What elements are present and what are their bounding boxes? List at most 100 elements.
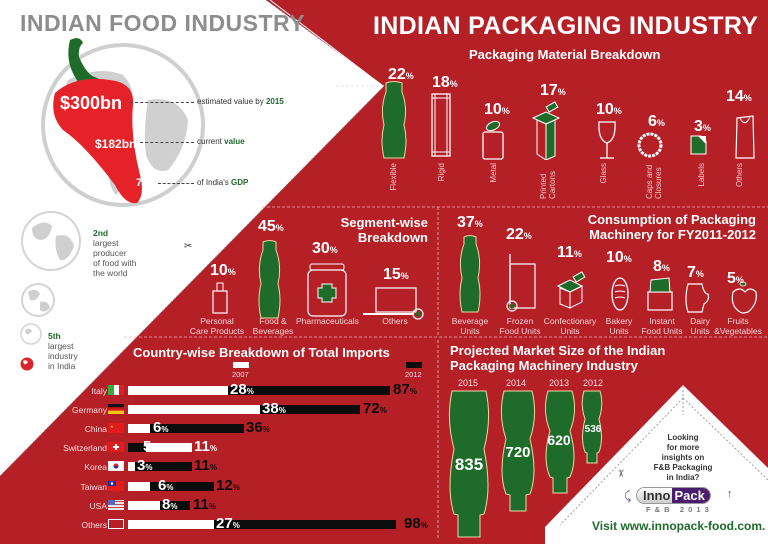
material-label-cartons: Printed Cartons xyxy=(539,170,557,199)
italy-flag-icon xyxy=(108,385,124,395)
segment-label-others: Others xyxy=(382,316,408,326)
machinery-label-confectionary: Confectionary Units xyxy=(543,316,597,336)
country-label: USA xyxy=(89,501,107,511)
rank-producer: 2nd largest producer of food with the wo… xyxy=(93,228,137,278)
value-2007: 38% xyxy=(262,400,286,417)
material-breakdown-title: Packaging Material Breakdown xyxy=(469,47,661,62)
scissors-icon: ✂ xyxy=(614,469,626,478)
material-label-others: Others xyxy=(735,163,744,188)
material-pct-flexible: 22% xyxy=(388,66,414,83)
value-2012: 36% xyxy=(246,419,270,436)
value-2012: 12% xyxy=(216,477,240,494)
machinery-label-frozen: Frozen Food Units xyxy=(499,316,541,336)
material-pct-caps: 6% xyxy=(648,113,665,130)
gdp-share: 7% xyxy=(136,177,152,189)
material-label-caps: Caps and Closures xyxy=(645,164,663,199)
packaging-industry-title: INDIAN PACKAGING INDUSTRY xyxy=(373,12,759,40)
machinery-label-dairy: Dairy Units xyxy=(690,316,710,336)
arrow-up-icon: ↑ xyxy=(727,488,733,500)
visit-link[interactable]: Visit www.innopack-food.com. xyxy=(592,519,766,533)
logo-subtitle: F & B 2 0 1 3 xyxy=(646,505,710,514)
germany-flag-icon xyxy=(108,404,124,414)
machinery-pct-dairy: 7% xyxy=(687,264,704,281)
promo-text: Looking for more insights on F&B Packagi… xyxy=(653,433,713,482)
svg-text:★: ★ xyxy=(110,424,114,429)
material-pct-metal: 10% xyxy=(484,101,510,118)
machinery-title: Consumption of Packaging Machinery for F… xyxy=(587,212,756,242)
innopack-logo[interactable]: Inno Pack xyxy=(636,487,711,504)
leader-line xyxy=(140,142,194,143)
material-label-labels: Labels xyxy=(697,163,706,187)
country-label: Switzerland xyxy=(63,443,107,453)
projected-market-title: Projected Market Size of the Indian Pack… xyxy=(450,343,666,373)
material-label-glass: Glass xyxy=(599,163,608,184)
bar-2007 xyxy=(128,443,146,452)
market-bottles xyxy=(448,390,603,538)
segment-label-personal: Personal Care Products xyxy=(189,316,245,336)
machinery-pct-instant: 8% xyxy=(653,258,670,275)
market-value-2012: 536 xyxy=(584,424,602,435)
leader-line xyxy=(158,183,194,184)
legend-swatch-2007 xyxy=(233,362,249,368)
legend-label-2012: 2012 xyxy=(405,370,422,379)
bar-2007 xyxy=(128,520,214,529)
machinery-label-bakery: Bakery Units xyxy=(605,316,633,336)
machinery-pct-frozen: 22% xyxy=(506,226,532,243)
segment-title: Segment-wise Breakdown xyxy=(340,215,428,245)
value-2007: 3% xyxy=(137,457,153,474)
estimated-value: $300bn xyxy=(60,93,123,113)
taiwan-flag-icon xyxy=(108,481,124,491)
segment-label-food: Food & Beverages xyxy=(252,316,294,336)
legend-swatch-2012 xyxy=(406,362,422,368)
segment-pct-pharma: 30% xyxy=(312,240,338,257)
segment-pct-food: 45% xyxy=(258,218,284,235)
machinery-pct-bakery: 10% xyxy=(606,249,632,266)
value-2012: 72% xyxy=(363,400,387,417)
bar-2007 xyxy=(128,386,228,395)
country-label: Italy xyxy=(91,386,107,396)
others-flag-icon xyxy=(108,519,124,529)
value-2012: 98% xyxy=(404,515,428,532)
material-pct-others: 14% xyxy=(726,88,752,105)
bar-2012 xyxy=(128,482,214,491)
machinery-label-instant: Instant Food Units xyxy=(641,316,683,336)
bar-2007 xyxy=(128,482,150,491)
value-2012: 11% xyxy=(194,457,217,474)
segment-icons xyxy=(212,240,424,320)
segment-pct-personal: 10% xyxy=(210,262,236,279)
usa-flag-icon xyxy=(108,500,124,510)
chili-pepper-icon xyxy=(53,38,142,204)
country-label: Korea xyxy=(84,462,107,472)
machinery-label-fruits: Fruits &Vegetables xyxy=(714,316,762,336)
value-2007: 28% xyxy=(230,381,254,398)
value-2012: 87% xyxy=(393,381,417,398)
year-label: 2015 xyxy=(458,378,479,388)
value-2012: 11% xyxy=(194,438,217,455)
value-2012: 11% xyxy=(193,496,216,513)
legend-label-2007: 2007 xyxy=(232,370,249,379)
current-label: current value xyxy=(197,137,245,146)
value-2007: 8% xyxy=(162,496,178,513)
material-label-rigid: Rigid xyxy=(437,163,446,182)
machinery-pct-confectionary: 11% xyxy=(557,244,582,261)
market-value-2013: 620 xyxy=(547,432,571,448)
bar-2007 xyxy=(128,405,260,414)
bar-2012 xyxy=(128,443,192,452)
globe-icon xyxy=(21,283,55,317)
material-label-flexible: Flexible xyxy=(389,163,398,191)
switzerland-flag-icon xyxy=(108,442,124,452)
bar-2007 xyxy=(128,424,150,433)
scissors-icon: ✂ xyxy=(184,241,193,252)
bar-2012 xyxy=(128,424,244,433)
material-pct-rigid: 18% xyxy=(432,74,458,91)
bar-2007 xyxy=(128,501,160,510)
value-2007: 5% xyxy=(143,438,159,455)
china-flag-icon: ★ xyxy=(108,423,124,433)
machinery-label-beverage: Beverage Units xyxy=(451,316,489,336)
material-icons xyxy=(381,81,755,160)
value-2007: 6% xyxy=(153,419,169,436)
machinery-icons xyxy=(459,235,757,314)
material-pct-labels: 3% xyxy=(694,118,711,135)
rank-industry: 5th largest industry in India xyxy=(48,331,78,371)
